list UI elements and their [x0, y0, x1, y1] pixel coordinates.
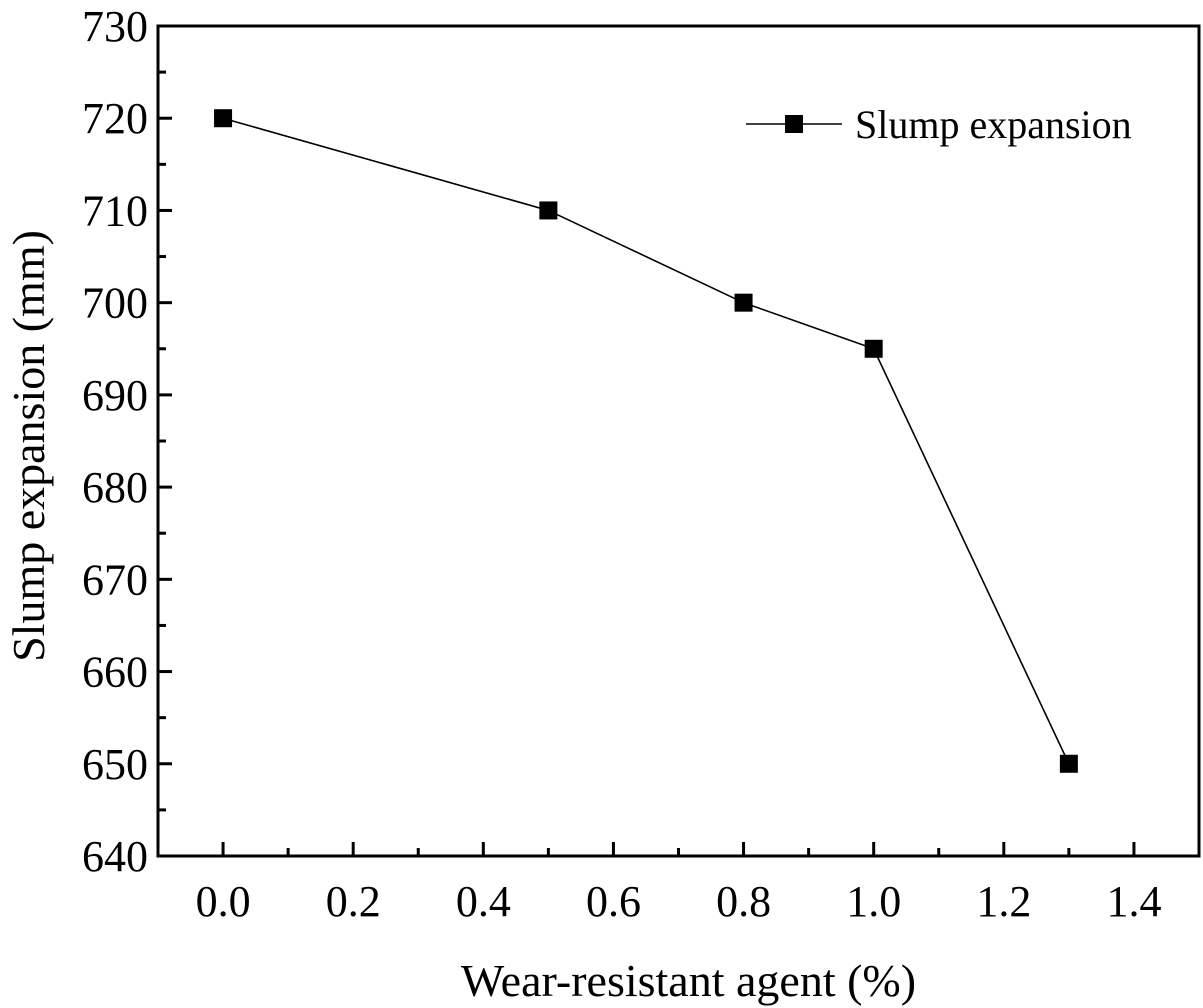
x-tick-label: 1.2: [976, 877, 1031, 926]
y-tick-label: 730: [82, 2, 148, 51]
x-tick-label: 0.6: [586, 877, 641, 926]
plot-frame: [156, 24, 1201, 858]
x-tick-label: 1.4: [1106, 877, 1161, 926]
y-tick-label: 720: [82, 94, 148, 143]
x-tick-label: 0.2: [326, 877, 381, 926]
data-point-marker: [1059, 754, 1078, 773]
data-point-marker: [539, 201, 558, 220]
y-tick-label: 680: [82, 463, 148, 512]
x-tick-label: 0.4: [456, 877, 511, 926]
y-tick-label: 670: [82, 555, 148, 604]
legend-marker: [785, 115, 803, 133]
x-tick-label: 0.8: [716, 877, 771, 926]
data-point-marker: [864, 339, 883, 358]
axes: 0.0 0.2 0.4 0.6 0.8 1.0 1.2 1.4 640 650 660 670 680 6…: [82, 2, 1161, 926]
legend: Slump expansion: [746, 102, 1132, 147]
data-point-marker: [734, 293, 753, 312]
y-tick-label: 650: [82, 740, 148, 789]
y-axis-title: Slump expansion (mm): [3, 230, 54, 662]
x-tick-label: 0.0: [196, 877, 251, 926]
data-point-marker: [214, 109, 233, 128]
y-tick-label: 700: [82, 279, 148, 328]
series-group: [214, 109, 1078, 773]
y-tick-label: 690: [82, 371, 148, 420]
y-tick-label: 660: [82, 648, 148, 697]
y-tick-label: 710: [82, 186, 148, 235]
x-axis-title: Wear-resistant agent (%): [461, 955, 916, 1006]
series-line: [222, 117, 1070, 765]
plot-area: [156, 24, 1201, 858]
y-tick-label: 640: [82, 832, 148, 881]
legend-label: Slump expansion: [855, 102, 1132, 147]
x-tick-label: 1.0: [846, 877, 901, 926]
